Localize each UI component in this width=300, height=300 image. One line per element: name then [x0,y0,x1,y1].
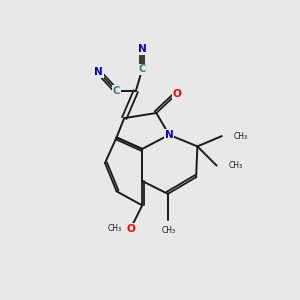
Text: CH₃: CH₃ [108,224,122,233]
Text: N: N [138,44,147,54]
Text: N: N [94,67,103,77]
Text: O: O [172,89,181,99]
Text: C: C [139,64,146,74]
Text: N: N [165,130,173,140]
Text: CH₃: CH₃ [228,161,242,170]
Text: O: O [126,224,135,233]
Text: CH₃: CH₃ [233,132,248,141]
Text: CH₃: CH₃ [162,226,176,235]
Text: C: C [113,86,120,96]
